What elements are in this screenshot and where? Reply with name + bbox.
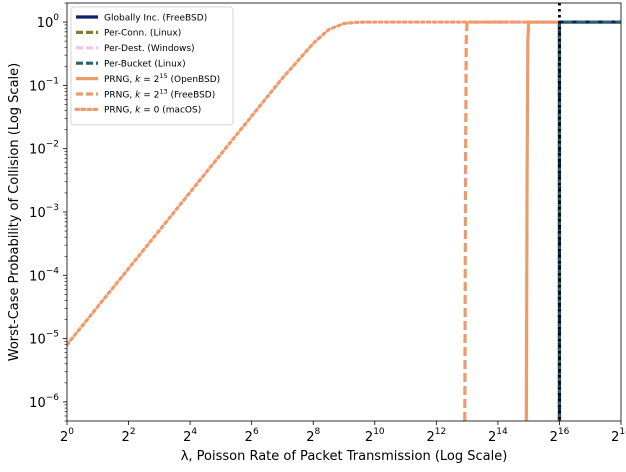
x-axis-label: λ, Poisson Rate of Packet Transmission (… xyxy=(181,449,508,464)
legend-entry-label: Per-Conn. (Linux) xyxy=(104,29,181,39)
x-tick-label: 24 xyxy=(183,427,197,445)
x-tick-label: 212 xyxy=(426,427,446,445)
x-tick-base: 2 xyxy=(488,430,496,445)
x-tick-exponent: 12 xyxy=(435,427,446,437)
x-tick-label: 210 xyxy=(365,427,385,445)
y-tick-exponent: −2 xyxy=(46,140,59,150)
x-tick-label: 218 xyxy=(611,427,626,445)
x-tick-exponent: 14 xyxy=(496,427,508,437)
y-tick-label: 10−3 xyxy=(29,203,59,221)
y-tick-label: 10−2 xyxy=(29,140,59,158)
y-tick-base: 10 xyxy=(29,143,46,158)
x-tick-exponent: 18 xyxy=(619,427,626,437)
y-tick-exponent: −4 xyxy=(46,266,60,276)
series-line-5 xyxy=(463,20,560,421)
legend-entry-label: Per-Bucket (Linux) xyxy=(104,60,186,70)
legend-entry-label: PRNG, k = 213 (FreeBSD) xyxy=(104,87,215,100)
y-tick-base: 10 xyxy=(29,206,46,221)
x-tick-exponent: 10 xyxy=(373,427,385,437)
series-line-6 xyxy=(67,20,562,347)
y-tick-label: 100 xyxy=(37,13,60,31)
x-axis-ticks: 2022242628210212214216218 xyxy=(60,421,626,445)
x-tick-exponent: 4 xyxy=(191,427,197,437)
y-tick-label: 10−1 xyxy=(29,76,59,94)
x-tick-base: 2 xyxy=(60,430,68,445)
x-tick-label: 216 xyxy=(550,427,570,445)
x-tick-label: 26 xyxy=(245,427,259,445)
y-tick-base: 10 xyxy=(29,79,46,94)
y-axis-label: Worst-Case Probability of Collision (Log… xyxy=(7,63,22,361)
legend-entry-label: PRNG, k = 215 (OpenBSD) xyxy=(104,72,220,85)
x-tick-label: 28 xyxy=(306,427,320,445)
x-tick-exponent: 16 xyxy=(558,427,570,437)
x-tick-base: 2 xyxy=(245,430,253,445)
legend-entry-label: PRNG, k = 0 (macOS) xyxy=(104,106,201,116)
x-tick-base: 2 xyxy=(183,430,191,445)
legend: Globally Inc. (FreeBSD) Per-Conn. (Linux)… xyxy=(70,6,234,126)
x-tick-exponent: 2 xyxy=(130,427,136,437)
y-tick-label: 10−6 xyxy=(29,393,59,411)
y-tick-exponent: −5 xyxy=(46,330,59,340)
x-tick-exponent: 6 xyxy=(253,427,259,437)
x-tick-base: 2 xyxy=(611,430,619,445)
y-tick-base: 10 xyxy=(29,396,46,411)
legend-entry-label: Globally Inc. (FreeBSD) xyxy=(104,13,207,23)
x-tick-base: 2 xyxy=(550,430,558,445)
x-tick-base: 2 xyxy=(426,430,434,445)
y-tick-base: 10 xyxy=(37,16,54,31)
x-tick-base: 2 xyxy=(365,430,373,445)
y-tick-exponent: −3 xyxy=(46,203,59,213)
legend-box xyxy=(70,6,234,126)
x-tick-exponent: 0 xyxy=(68,427,74,437)
y-tick-base: 10 xyxy=(29,333,46,348)
y-tick-label: 10−5 xyxy=(29,330,59,348)
x-tick-label: 20 xyxy=(60,427,74,445)
x-tick-label: 22 xyxy=(122,427,136,445)
y-tick-exponent: −6 xyxy=(46,393,60,403)
y-tick-label: 10−4 xyxy=(29,266,59,284)
x-tick-label: 214 xyxy=(488,427,508,445)
y-tick-exponent: 0 xyxy=(53,13,59,23)
x-tick-base: 2 xyxy=(306,430,314,445)
x-tick-base: 2 xyxy=(122,430,130,445)
x-tick-exponent: 8 xyxy=(314,427,320,437)
y-tick-base: 10 xyxy=(29,269,46,284)
y-tick-exponent: −1 xyxy=(46,76,59,86)
legend-entry-label: Per-Dest. (Windows) xyxy=(104,44,195,54)
